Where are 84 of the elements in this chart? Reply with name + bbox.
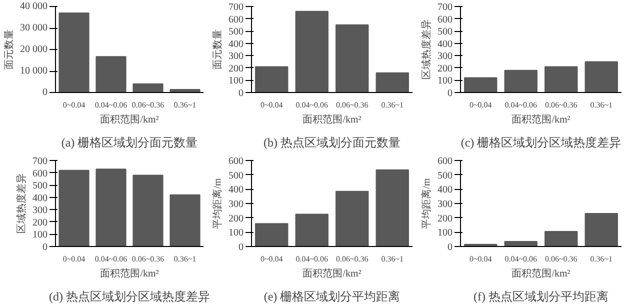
x-tick-label: 0.04~0.06 bbox=[94, 254, 128, 264]
y-tick-label: 500 bbox=[228, 26, 244, 38]
text: (c) 栅格区域划分区域热度差异 bbox=[460, 136, 622, 150]
x-axis-title: 面积范围/km² bbox=[512, 268, 570, 280]
y-tick-label: 100 bbox=[32, 230, 48, 241]
x-tick-label: 0.06~0.36 bbox=[336, 100, 368, 110]
y-tick-label: 0 bbox=[448, 242, 452, 253]
x-axis-title: 面积范围/km² bbox=[302, 114, 362, 126]
x-tick-label: 0.06~0.36 bbox=[336, 254, 368, 264]
y-tick-label: 200 bbox=[438, 63, 452, 74]
y-tick-label: 100 bbox=[228, 228, 244, 239]
x-tick-label: 0.36~1 bbox=[590, 100, 613, 110]
x-tick-label: 0.36~1 bbox=[590, 254, 613, 264]
text: (f) 热点区域划分平均距离 bbox=[474, 290, 609, 304]
y-tick-label: 700 bbox=[228, 2, 244, 13]
y-tick-label: 600 bbox=[228, 156, 244, 167]
y-tick-label: 600 bbox=[438, 156, 452, 167]
x-tick-label: 0~0.04 bbox=[469, 254, 492, 264]
y-tick-label: 400 bbox=[438, 184, 452, 196]
y-tick-label: 700 bbox=[438, 2, 452, 13]
x-tick-label: 0.04~0.06 bbox=[296, 254, 328, 264]
x-tick-label: 0~0.04 bbox=[260, 100, 283, 110]
text: (b) 热点区域划分面元数量 bbox=[264, 136, 401, 150]
y-tick-label: 0 bbox=[42, 242, 48, 253]
x-tick-label: 0.04~0.06 bbox=[504, 254, 538, 264]
y-tick-label: 400 bbox=[32, 192, 48, 204]
y-tick-label: 300 bbox=[32, 205, 48, 216]
x-axis-title: 面积范围/km² bbox=[100, 268, 159, 280]
y-tick-label: 30 000 bbox=[20, 22, 48, 34]
x-axis-title: 面积范围/km² bbox=[100, 114, 159, 126]
x-axis-title: 面积范围/km² bbox=[512, 114, 570, 126]
x-tick-label: 0.36~1 bbox=[381, 100, 404, 110]
y-tick-label: 300 bbox=[438, 51, 452, 62]
x-tick-label: 0.04~0.06 bbox=[94, 100, 128, 110]
y-axis-title: 区域热度差异 bbox=[420, 20, 432, 80]
y-tick-label: 200 bbox=[228, 63, 244, 74]
y-tick-label: 700 bbox=[32, 156, 48, 167]
y-tick-label: 600 bbox=[228, 14, 244, 26]
text: (a) 栅格区域划分面元数量 bbox=[61, 136, 198, 150]
y-tick-label: 400 bbox=[438, 38, 452, 50]
y-tick-label: 0 bbox=[448, 88, 452, 99]
x-tick-label: 0~0.04 bbox=[260, 254, 283, 264]
y-tick-label: 600 bbox=[438, 14, 452, 26]
y-tick-label: 300 bbox=[438, 199, 452, 210]
y-tick-label: 500 bbox=[32, 180, 48, 192]
y-tick-label: 500 bbox=[438, 170, 452, 182]
y-tick-label: 100 bbox=[438, 76, 452, 87]
y-tick-label: 20 000 bbox=[20, 44, 48, 55]
y-tick-label: 600 bbox=[32, 168, 48, 180]
y-tick-label: 0 bbox=[238, 88, 244, 99]
y-axis-title: 面元数量 bbox=[4, 30, 15, 70]
x-tick-label: 0.36~1 bbox=[174, 254, 196, 264]
y-tick-label: 500 bbox=[228, 170, 244, 182]
y-tick-label: 300 bbox=[228, 199, 244, 210]
x-tick-label: 0.04~0.06 bbox=[296, 100, 328, 110]
y-axis-title: 平均距离/m bbox=[420, 178, 432, 229]
x-tick-label: 0.06~0.36 bbox=[132, 100, 164, 110]
y-tick-label: 400 bbox=[228, 184, 244, 196]
x-axis-title: 面积范围/km² bbox=[302, 268, 362, 280]
x-tick-label: 0.36~1 bbox=[174, 100, 196, 110]
y-axis-title: 面元数量 bbox=[212, 30, 224, 70]
x-tick-label: 0.06~0.36 bbox=[544, 100, 578, 110]
x-tick-label: 0.06~0.36 bbox=[544, 254, 578, 264]
y-axis-title: 平均距离/m bbox=[212, 178, 224, 229]
y-tick-label: 300 bbox=[228, 51, 244, 62]
x-tick-label: 0.04~0.06 bbox=[504, 100, 538, 110]
y-tick-label: 400 bbox=[228, 38, 244, 50]
x-tick-label: 0~0.04 bbox=[62, 100, 86, 110]
y-tick-label: 500 bbox=[438, 26, 452, 38]
x-tick-label: 0.36~1 bbox=[381, 254, 404, 264]
y-tick-label: 100 bbox=[438, 228, 452, 239]
y-tick-label: 40 000 bbox=[20, 1, 48, 12]
y-tick-label: 100 bbox=[228, 76, 244, 87]
x-tick-label: 0.06~0.36 bbox=[132, 254, 164, 264]
y-axis-title: 区域热度差异 bbox=[16, 174, 28, 234]
y-tick-label: 200 bbox=[32, 217, 48, 228]
text: (e) 栅格区域划分平均距离 bbox=[264, 290, 400, 304]
y-tick-label: 200 bbox=[228, 213, 244, 224]
y-tick-label: 0 bbox=[42, 87, 48, 98]
y-tick-label: 200 bbox=[438, 213, 452, 224]
x-tick-label: 0~0.04 bbox=[469, 100, 492, 110]
y-tick-label: 0 bbox=[238, 242, 244, 253]
y-tick-label: 10 000 bbox=[20, 66, 48, 76]
x-tick-label: 0~0.04 bbox=[62, 254, 86, 264]
